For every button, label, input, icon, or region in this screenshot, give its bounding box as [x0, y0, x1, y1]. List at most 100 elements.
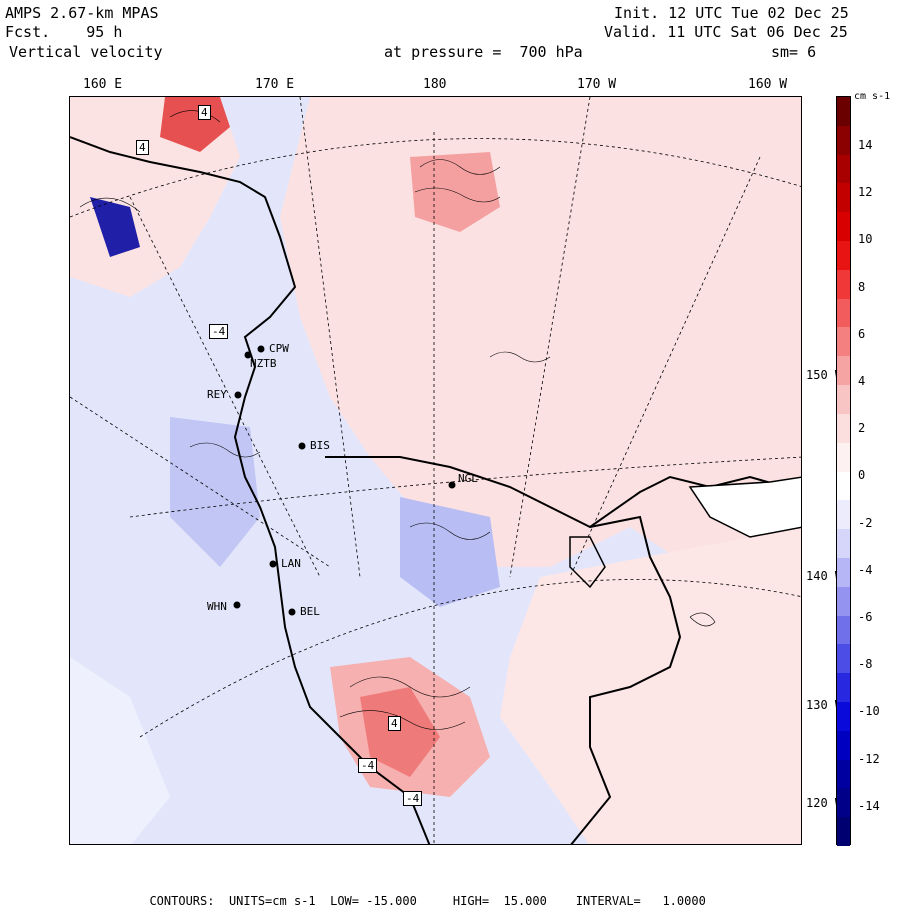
- station-dot-lan: [269, 560, 277, 568]
- colorbar-swatch: [837, 125, 850, 156]
- contour-label-5: 4: [388, 716, 401, 731]
- station-label-bel: BEL: [300, 605, 320, 618]
- marie-byrd-land-coast: [688, 476, 801, 538]
- meridian-155e: [70, 396, 331, 568]
- lon-label-160e: 160 E: [83, 77, 123, 92]
- colorbar-swatch: [837, 385, 850, 415]
- contour-label-4: -4: [358, 758, 378, 773]
- sinking-region-west: [170, 417, 260, 567]
- colorbar-swatch: [837, 471, 850, 501]
- sinking-cell-nw: [90, 197, 140, 257]
- map-canvas: [70, 97, 801, 844]
- station-dot-rey: [234, 391, 242, 399]
- contour-info: CONTOURS: UNITS=cm s-1 LOW= -15.000 HIGH…: [135, 880, 706, 908]
- station-label-lan: LAN: [281, 557, 301, 570]
- colorbar-label: -12: [858, 751, 880, 766]
- lon-label-170w: 170 W: [577, 77, 617, 92]
- station-label-ngl: NGL: [458, 472, 478, 485]
- lat-circle-3: [139, 579, 801, 738]
- meridian-165e: [129, 196, 321, 578]
- colorbar-swatch: [837, 586, 850, 617]
- colorbar-swatch: [837, 269, 850, 300]
- station-label-cpw: CPW: [269, 342, 289, 355]
- colorbar-swatch: [837, 615, 850, 645]
- valid-time: Valid. 11 UTC Sat 06 Dec 25: [604, 23, 848, 41]
- rising-cell-nw: [160, 97, 230, 152]
- coastline-east: [570, 515, 682, 844]
- colorbar: [836, 96, 851, 847]
- rising-region-north: [280, 97, 801, 567]
- station-markers: [233, 345, 456, 616]
- lon-label-170e: 170 E: [255, 77, 295, 92]
- graticule: [70, 97, 801, 844]
- rising-region-east: [500, 527, 801, 844]
- station-dot-bel: [288, 608, 296, 616]
- meridian-165w: [569, 156, 761, 578]
- field-name: Vertical velocity: [9, 43, 163, 61]
- strong-rising-core: [360, 687, 440, 777]
- colorbar-swatch: [837, 788, 850, 818]
- station-label-rey: REY: [207, 388, 227, 401]
- lon-label-160w: 160 W: [748, 77, 788, 92]
- colorbar-swatch: [837, 500, 850, 530]
- meridian-175e: [299, 97, 361, 578]
- colorbar-swatch: [837, 183, 850, 213]
- colorbar-swatch: [837, 673, 850, 703]
- station-dot-ngl: [448, 481, 456, 489]
- lon-label-180: 180: [423, 77, 447, 92]
- colorbar-label: -10: [858, 704, 880, 719]
- colorbar-swatch: [837, 759, 850, 789]
- colorbar-label: -6: [858, 610, 873, 624]
- station-label-whn: WHN: [207, 600, 227, 613]
- forecast-hour: Fcst. 95 h: [5, 23, 123, 41]
- colorbar-swatch: [837, 241, 850, 271]
- contour-label-3: -4: [209, 324, 229, 339]
- contour-label-2: 4: [136, 140, 149, 155]
- colorbar-label: -14: [858, 798, 880, 813]
- plateau-region: [70, 657, 170, 844]
- footer-units: UNITS=cm s-1: [228, 894, 316, 908]
- station-dot-nztb: [244, 351, 252, 359]
- coastline-west: [70, 136, 431, 844]
- colorbar-label: 0: [858, 468, 866, 483]
- colorbar-swatch: [837, 529, 850, 559]
- footer-low: LOW= -15.000: [330, 894, 417, 908]
- colorbar-label: 4: [858, 374, 866, 388]
- colorbar-swatch: [837, 557, 850, 588]
- colorbar-swatch: [837, 442, 850, 472]
- sinking-region-central: [400, 497, 500, 607]
- colorbar-label: 14: [858, 138, 873, 152]
- colorbar-swatch: [837, 356, 850, 386]
- colorbar-units: cm s-1: [854, 91, 891, 102]
- model-title: AMPS 2.67-km MPAS: [5, 4, 159, 22]
- colorbar-swatch: [837, 701, 850, 732]
- lat-label-140w: 140 W: [806, 569, 843, 583]
- colorbar-label: 2: [858, 421, 866, 436]
- colorbar-swatch: [837, 817, 850, 847]
- smoothing: sm= 6: [771, 43, 817, 61]
- colorbar-swatch: [837, 413, 850, 444]
- station-dot-bis: [298, 442, 306, 450]
- contour-label-6: -4: [403, 791, 423, 806]
- colorbar-swatch: [837, 212, 850, 242]
- footer-contours: CONTOURS:: [149, 894, 215, 908]
- colorbar-swatch: [837, 154, 850, 184]
- colorbar-swatch: [837, 97, 850, 127]
- station-label-bis: BIS: [310, 439, 330, 452]
- colorbar-swatch: [837, 730, 850, 761]
- colorbar-swatch: [837, 298, 850, 328]
- colorbar-label: 10: [858, 232, 873, 247]
- station-dot-cpw: [257, 345, 265, 353]
- colorbar-label: 12: [858, 185, 873, 200]
- init-time: Init. 12 UTC Tue 02 Dec 25: [614, 4, 849, 22]
- colorbar-swatch: [837, 327, 850, 357]
- footer-high: HIGH= 15.000: [452, 894, 547, 908]
- footer-interval: INTERVAL= 1.0000: [575, 894, 706, 908]
- contour-lines: [79, 110, 716, 730]
- colorbar-swatch: [837, 644, 850, 674]
- roosevelt-island: [569, 536, 606, 589]
- colorbar-label: -8: [858, 657, 873, 672]
- colorbar-label: -2: [858, 515, 873, 530]
- colorbar-label: 8: [858, 279, 866, 294]
- contour-label-1: 4: [198, 105, 211, 120]
